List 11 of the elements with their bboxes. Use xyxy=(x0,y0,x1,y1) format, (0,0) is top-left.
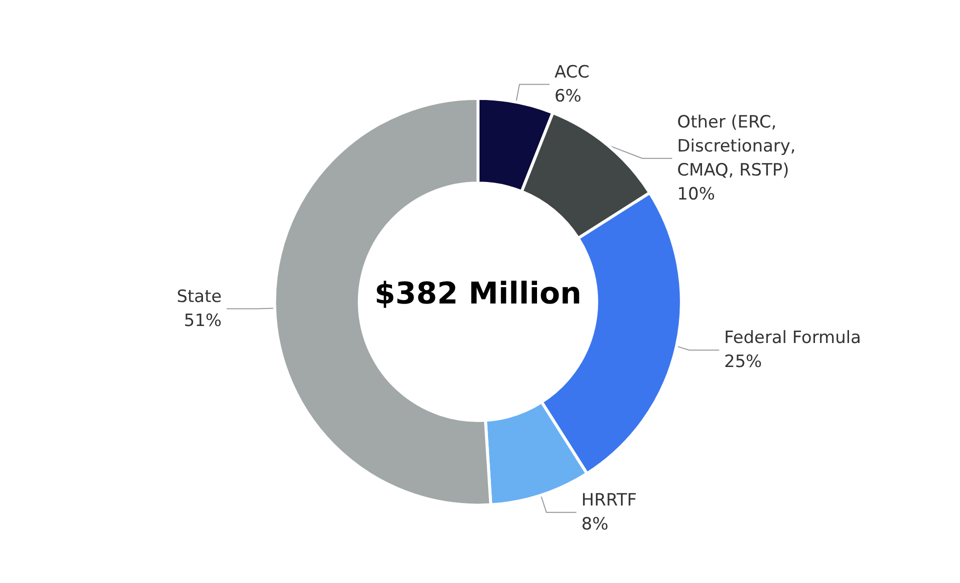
data-label: 10% xyxy=(677,184,715,204)
data-label: 25% xyxy=(724,352,762,372)
slice-label: HRRTF xyxy=(581,490,637,510)
slice-label: ACC xyxy=(554,62,590,82)
data-label: 6% xyxy=(554,86,582,106)
text: $382 Million xyxy=(374,276,582,312)
slice-label: Other (ERC, Discretionary, CMAQ, RSTP) xyxy=(677,112,802,180)
slice-label: Federal Formula xyxy=(724,328,861,348)
data-label: 51% xyxy=(184,310,222,331)
data-label: 8% xyxy=(581,514,608,534)
slice-label: State xyxy=(176,286,222,307)
